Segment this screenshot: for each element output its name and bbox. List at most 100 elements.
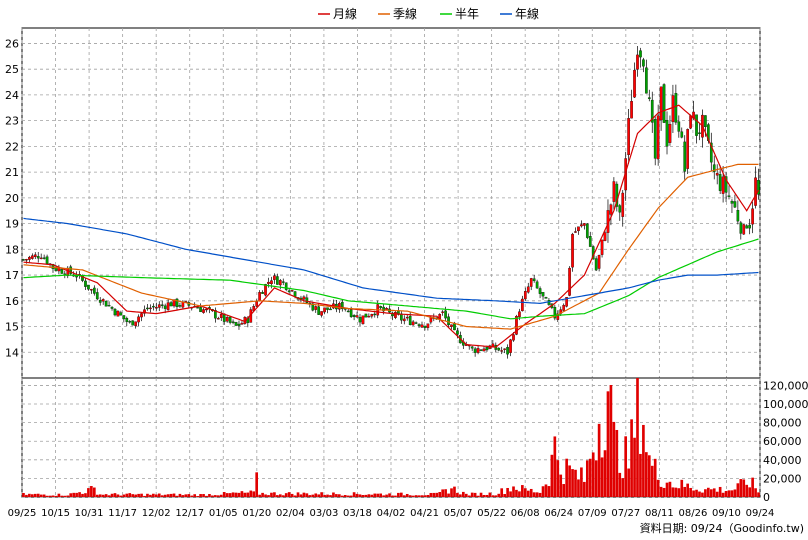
volume-bar	[459, 494, 462, 497]
volume-bar	[615, 429, 619, 497]
candle-body	[172, 299, 176, 307]
volume-bar	[352, 492, 356, 497]
candlesticks	[22, 45, 760, 359]
x-tick-label: 08/11	[645, 508, 674, 519]
candle-body	[745, 225, 749, 229]
volume-bar	[515, 489, 518, 497]
price-tick-label: 25	[5, 63, 19, 76]
volume-bar	[444, 489, 447, 497]
volume-bar	[231, 492, 235, 497]
volume-bar	[497, 493, 501, 497]
candle-body	[650, 99, 654, 123]
candle-body	[349, 309, 353, 317]
volume-bar	[612, 421, 616, 497]
candle-body	[479, 349, 483, 351]
candle-body	[234, 322, 238, 326]
candle-body	[57, 268, 61, 272]
price-tick-label: 26	[5, 37, 19, 50]
ma-year-line	[23, 217, 759, 305]
volume-bar	[175, 495, 179, 497]
volume-bar	[526, 490, 530, 497]
candle-body	[278, 280, 282, 286]
candle-body	[538, 288, 542, 294]
volume-bar	[48, 495, 52, 497]
candle-body	[128, 321, 132, 323]
candle-body	[630, 100, 633, 119]
candle-body	[671, 95, 675, 123]
volume-bar	[461, 491, 465, 497]
volume-bar	[739, 479, 743, 497]
x-tick-label: 12/02	[142, 508, 171, 519]
volume-bar	[650, 465, 654, 497]
volume-bar	[143, 495, 146, 497]
volume-bar	[172, 493, 176, 497]
volume-bar	[382, 495, 385, 497]
candle-body	[154, 306, 158, 309]
volume-bar	[367, 494, 371, 497]
candle-body	[420, 324, 424, 328]
candle-body	[149, 307, 152, 310]
volume-bar	[707, 487, 710, 497]
candle-body	[485, 347, 489, 351]
volume-bar	[222, 492, 226, 497]
candle-body	[556, 313, 560, 320]
x-tick-label: 06/24	[544, 508, 573, 519]
volume-bar	[154, 494, 158, 497]
volume-bar	[287, 492, 291, 497]
candle-body	[633, 69, 636, 98]
candle-body	[748, 224, 751, 229]
price-tick-label: 21	[5, 166, 19, 179]
candle-body	[87, 284, 90, 290]
volume-bar	[391, 495, 394, 497]
candle-body	[391, 312, 394, 317]
volume-bar	[562, 484, 566, 497]
price-tick-label: 15	[5, 321, 19, 334]
volume-bar	[125, 493, 129, 497]
candle-body	[414, 322, 418, 324]
volume-bar	[405, 493, 409, 497]
volume-bar	[33, 493, 37, 497]
volume-bar	[228, 493, 232, 497]
candle-body	[33, 254, 37, 258]
volume-bar	[692, 490, 695, 497]
volume-bar	[255, 472, 259, 497]
volume-bar	[553, 436, 557, 497]
volume-bar	[320, 492, 323, 497]
candle-body	[361, 315, 365, 325]
volume-bar	[473, 492, 477, 497]
volume-tick-label: 20,000	[763, 472, 802, 485]
candle-body	[665, 119, 669, 147]
candle-body	[320, 311, 323, 316]
volume-bar	[110, 493, 114, 497]
volume-bar	[22, 492, 25, 497]
volume-bar	[529, 488, 533, 497]
candle-body	[237, 323, 241, 326]
volume-tick-label: 80,000	[763, 417, 802, 430]
volume-bar	[273, 492, 276, 497]
candle-body	[647, 97, 651, 99]
volume-bar	[122, 494, 126, 497]
volume-bar	[414, 495, 418, 497]
volume-tick-label: 60,000	[763, 435, 802, 448]
candle-body	[370, 314, 374, 317]
volume-bar	[500, 488, 504, 497]
volume-bar	[488, 492, 492, 497]
candle-body	[709, 142, 713, 163]
candle-body	[95, 292, 99, 300]
volume-bar	[594, 460, 598, 497]
price-grid	[21, 28, 761, 378]
candle-body	[199, 307, 202, 313]
candle-body	[352, 315, 356, 318]
candle-body	[267, 281, 270, 284]
volume-bar	[243, 492, 247, 497]
volume-bar	[509, 491, 512, 497]
candle-body	[680, 131, 684, 138]
candle-body	[134, 321, 137, 327]
candle-body	[329, 308, 332, 311]
candle-body	[216, 318, 220, 320]
candle-body	[405, 316, 409, 319]
volume-bar	[388, 493, 391, 497]
candle-body	[521, 298, 524, 312]
candle-body	[715, 173, 719, 176]
